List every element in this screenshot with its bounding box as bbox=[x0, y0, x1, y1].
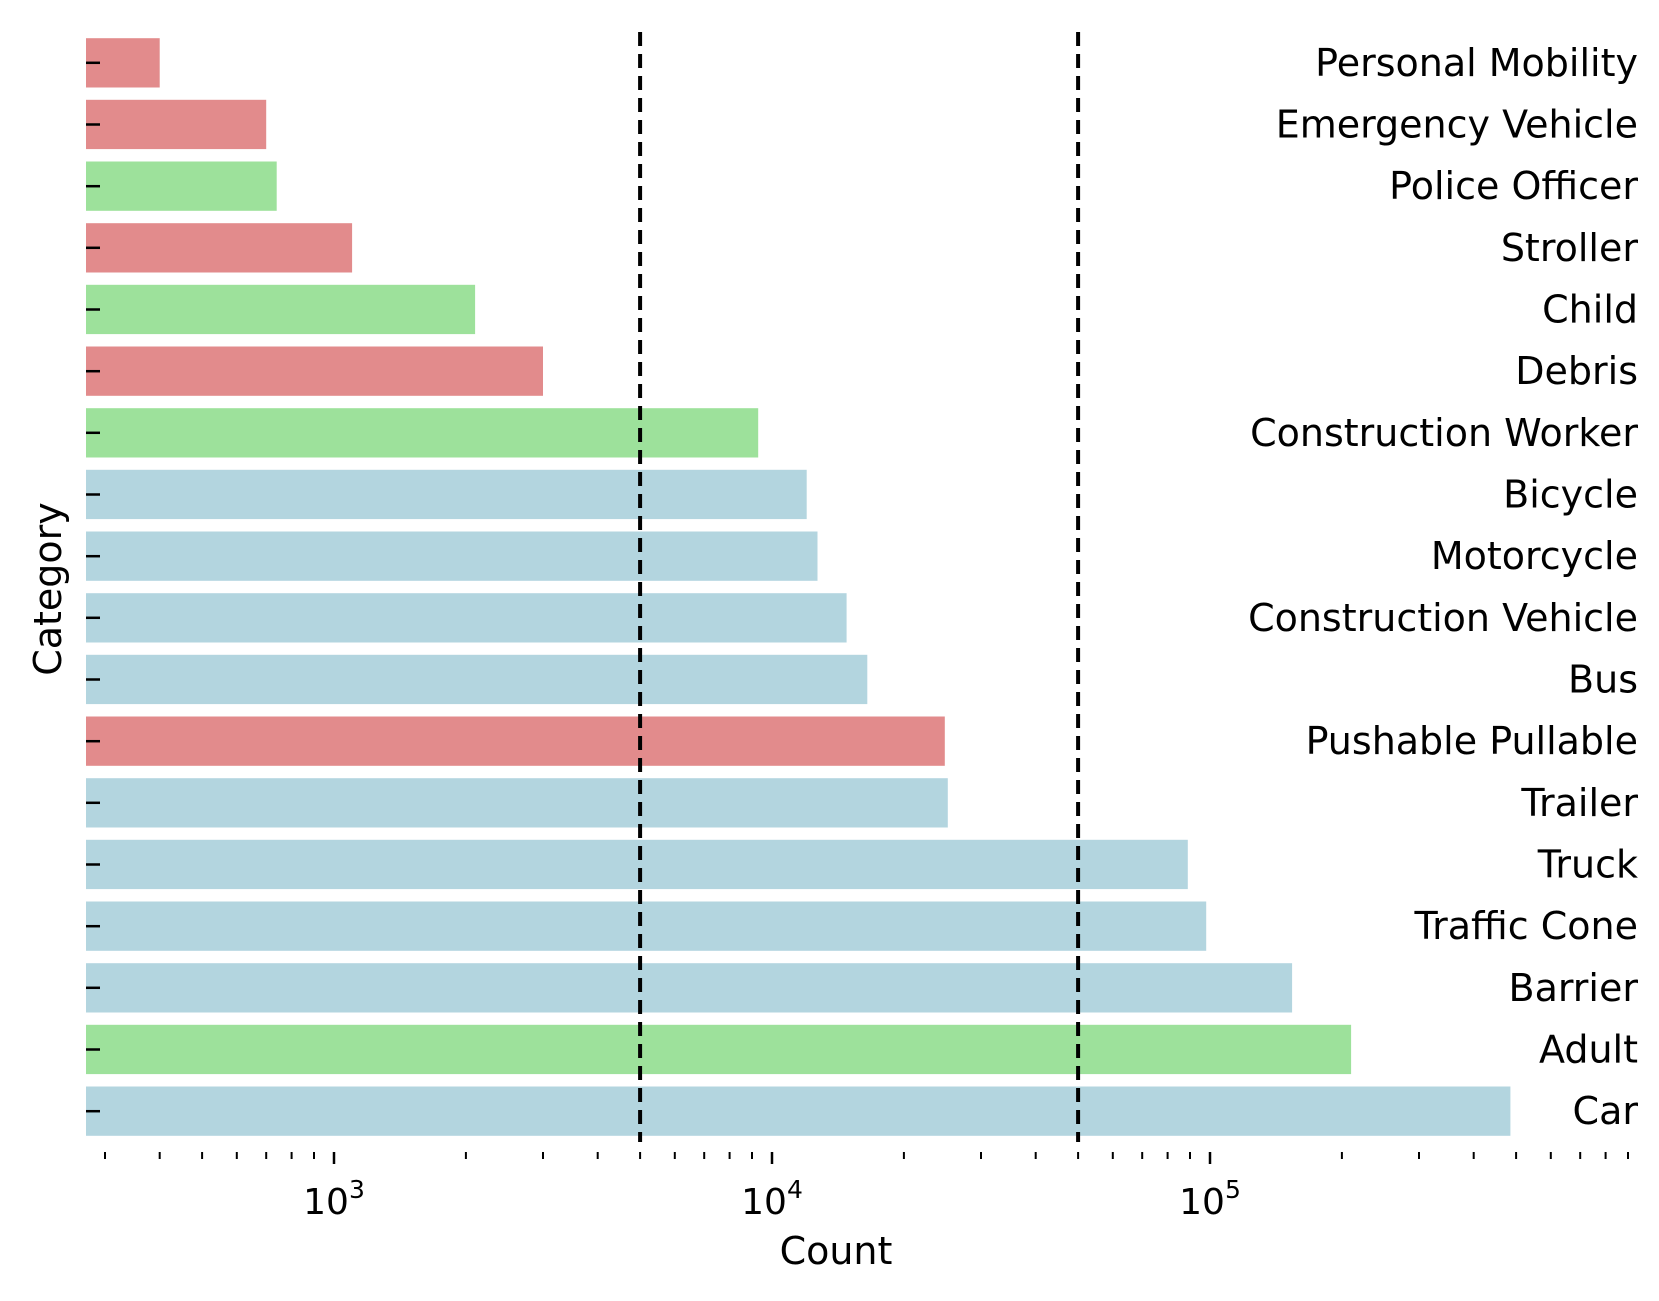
category-label: Barrier bbox=[1509, 966, 1639, 1010]
category-label: Truck bbox=[1537, 843, 1638, 887]
category-label: Pushable Pullable bbox=[1306, 719, 1638, 763]
bar-adult bbox=[86, 1024, 1352, 1075]
category-label: Bus bbox=[1568, 658, 1638, 702]
category-label: Adult bbox=[1539, 1028, 1638, 1072]
bar-child bbox=[86, 284, 476, 335]
bar-trailer bbox=[86, 778, 948, 828]
bar-debris bbox=[86, 346, 543, 396]
bar-pushable-pullable bbox=[86, 716, 945, 766]
bar-bus bbox=[86, 654, 868, 705]
reference-lines bbox=[638, 32, 1081, 1142]
y-tick-marks bbox=[86, 61, 100, 1113]
category-label: Traffic Cone bbox=[1414, 904, 1639, 948]
category-labels: Personal Mobility Emergency Vehicle Police… bbox=[1248, 41, 1638, 1133]
category-label: Construction Worker bbox=[1250, 411, 1638, 455]
category-label: Emergency Vehicle bbox=[1276, 103, 1638, 147]
bar-barrier bbox=[86, 963, 1293, 1013]
x-tick-label: 103 bbox=[303, 1175, 365, 1223]
category-label: Debris bbox=[1515, 349, 1638, 393]
bar-emergency-vehicle bbox=[86, 99, 267, 150]
x-axis-title: Count bbox=[780, 1229, 893, 1273]
bar-construction-vehicle bbox=[86, 593, 847, 643]
category-label: Motorcycle bbox=[1431, 534, 1638, 578]
x-tick-label: 105 bbox=[1179, 1175, 1241, 1223]
bar-truck bbox=[86, 839, 1188, 890]
category-label: Police Officer bbox=[1389, 164, 1638, 208]
x-axis: 103 104 105 bbox=[104, 1152, 1629, 1223]
bar-construction-worker bbox=[86, 408, 759, 458]
category-label: Car bbox=[1573, 1089, 1639, 1133]
bar-group bbox=[86, 38, 1511, 1136]
category-label: Trailer bbox=[1520, 781, 1638, 825]
bar-stroller bbox=[86, 223, 353, 273]
bar-bicycle bbox=[86, 469, 807, 520]
category-label: Construction Vehicle bbox=[1248, 596, 1638, 640]
bar-motorcycle bbox=[86, 531, 818, 581]
category-label: Child bbox=[1542, 288, 1638, 332]
x-tick-label: 104 bbox=[741, 1175, 803, 1223]
y-axis-title: Category bbox=[26, 502, 70, 676]
category-label: Stroller bbox=[1501, 226, 1639, 270]
category-label: Personal Mobility bbox=[1315, 41, 1638, 85]
bar-traffic-cone bbox=[86, 901, 1207, 951]
bar-car bbox=[86, 1086, 1511, 1136]
category-label: Bicycle bbox=[1503, 473, 1638, 517]
bar-police-officer bbox=[86, 161, 277, 211]
